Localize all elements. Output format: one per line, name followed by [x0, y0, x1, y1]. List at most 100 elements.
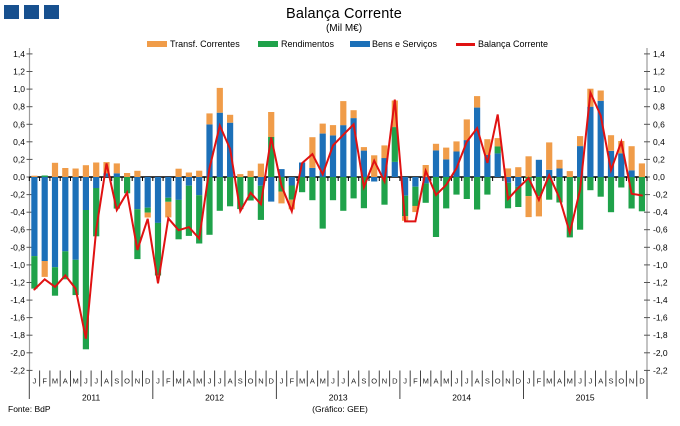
svg-text:0,8: 0,8 — [653, 102, 665, 112]
svg-text:0,2: 0,2 — [653, 154, 665, 164]
svg-text:1,0: 1,0 — [653, 84, 665, 94]
svg-text:0,4: 0,4 — [653, 137, 665, 147]
svg-text:1,4: 1,4 — [13, 49, 25, 59]
svg-text:A: A — [228, 377, 233, 386]
svg-text:F: F — [166, 377, 171, 386]
svg-text:S: S — [608, 377, 613, 386]
svg-text:N: N — [629, 377, 634, 386]
svg-text:J: J — [527, 377, 531, 386]
svg-text:N: N — [258, 377, 263, 386]
svg-text:-0,8: -0,8 — [653, 242, 668, 252]
svg-text:A: A — [351, 377, 356, 386]
svg-text:-0,8: -0,8 — [10, 242, 25, 252]
svg-text:M: M — [567, 377, 573, 386]
svg-text:D: D — [392, 377, 398, 386]
svg-text:N: N — [135, 377, 140, 386]
svg-text:M: M — [175, 377, 181, 386]
svg-text:S: S — [238, 377, 243, 386]
svg-text:A: A — [186, 377, 191, 386]
svg-text:J: J — [465, 377, 469, 386]
svg-text:-1,8: -1,8 — [653, 330, 668, 340]
svg-text:A: A — [433, 377, 438, 386]
svg-text:-0,4: -0,4 — [10, 207, 25, 217]
svg-text:J: J — [589, 377, 593, 386]
svg-text:J: J — [84, 377, 88, 386]
svg-text:1,0: 1,0 — [13, 84, 25, 94]
svg-text:D: D — [516, 377, 522, 386]
svg-text:S: S — [485, 377, 490, 386]
svg-text:-0,2: -0,2 — [653, 190, 668, 200]
svg-text:A: A — [598, 377, 603, 386]
svg-text:0,8: 0,8 — [13, 102, 25, 112]
svg-text:A: A — [310, 377, 315, 386]
svg-text:2014: 2014 — [452, 393, 471, 403]
svg-text:0,0: 0,0 — [13, 172, 25, 182]
svg-text:J: J — [156, 377, 160, 386]
svg-text:2012: 2012 — [205, 393, 224, 403]
svg-text:S: S — [361, 377, 366, 386]
svg-text:F: F — [413, 377, 418, 386]
svg-text:2011: 2011 — [82, 393, 101, 403]
svg-text:1,4: 1,4 — [653, 49, 665, 59]
svg-text:-1,4: -1,4 — [653, 295, 668, 305]
svg-text:0,6: 0,6 — [13, 119, 25, 129]
svg-text:M: M — [299, 377, 305, 386]
svg-text:-2,0: -2,0 — [653, 348, 668, 358]
svg-text:O: O — [371, 377, 377, 386]
svg-text:A: A — [63, 377, 68, 386]
svg-text:-1,0: -1,0 — [10, 260, 25, 270]
svg-text:S: S — [114, 377, 119, 386]
svg-text:M: M — [52, 377, 58, 386]
svg-text:O: O — [124, 377, 130, 386]
svg-text:A: A — [104, 377, 109, 386]
svg-text:F: F — [290, 377, 295, 386]
svg-text:-0,6: -0,6 — [653, 225, 668, 235]
svg-text:D: D — [268, 377, 274, 386]
svg-text:-1,2: -1,2 — [10, 278, 25, 288]
svg-text:2013: 2013 — [329, 393, 348, 403]
svg-text:-0,2: -0,2 — [10, 190, 25, 200]
svg-text:A: A — [557, 377, 562, 386]
svg-text:M: M — [423, 377, 429, 386]
svg-text:J: J — [280, 377, 284, 386]
svg-text:J: J — [94, 377, 98, 386]
svg-text:-1,6: -1,6 — [10, 313, 25, 323]
svg-text:-2,2: -2,2 — [10, 365, 25, 375]
svg-text:O: O — [495, 377, 501, 386]
svg-text:-0,6: -0,6 — [10, 225, 25, 235]
svg-text:O: O — [618, 377, 624, 386]
svg-text:D: D — [639, 377, 645, 386]
svg-text:M: M — [443, 377, 449, 386]
svg-text:0,2: 0,2 — [13, 154, 25, 164]
svg-text:J: J — [455, 377, 459, 386]
svg-text:M: M — [72, 377, 78, 386]
svg-text:N: N — [382, 377, 387, 386]
svg-text:-0,4: -0,4 — [653, 207, 668, 217]
svg-text:1,2: 1,2 — [653, 67, 665, 77]
svg-text:J: J — [578, 377, 582, 386]
svg-text:F: F — [42, 377, 47, 386]
svg-text:-2,2: -2,2 — [653, 365, 668, 375]
svg-text:J: J — [331, 377, 335, 386]
svg-text:A: A — [475, 377, 480, 386]
svg-text:0,6: 0,6 — [653, 119, 665, 129]
svg-text:N: N — [505, 377, 510, 386]
svg-text:0,0: 0,0 — [653, 172, 665, 182]
svg-text:-1,4: -1,4 — [10, 295, 25, 305]
svg-text:F: F — [537, 377, 542, 386]
svg-text:M: M — [196, 377, 202, 386]
svg-text:O: O — [248, 377, 254, 386]
svg-text:0,4: 0,4 — [13, 137, 25, 147]
svg-text:J: J — [403, 377, 407, 386]
svg-text:2015: 2015 — [576, 393, 595, 403]
svg-text:-1,2: -1,2 — [653, 278, 668, 288]
svg-text:J: J — [33, 377, 37, 386]
svg-text:-1,8: -1,8 — [10, 330, 25, 340]
svg-text:-1,0: -1,0 — [653, 260, 668, 270]
svg-text:J: J — [218, 377, 222, 386]
svg-text:D: D — [145, 377, 151, 386]
svg-text:M: M — [546, 377, 552, 386]
svg-text:J: J — [341, 377, 345, 386]
svg-text:-1,6: -1,6 — [653, 313, 668, 323]
svg-text:M: M — [320, 377, 326, 386]
